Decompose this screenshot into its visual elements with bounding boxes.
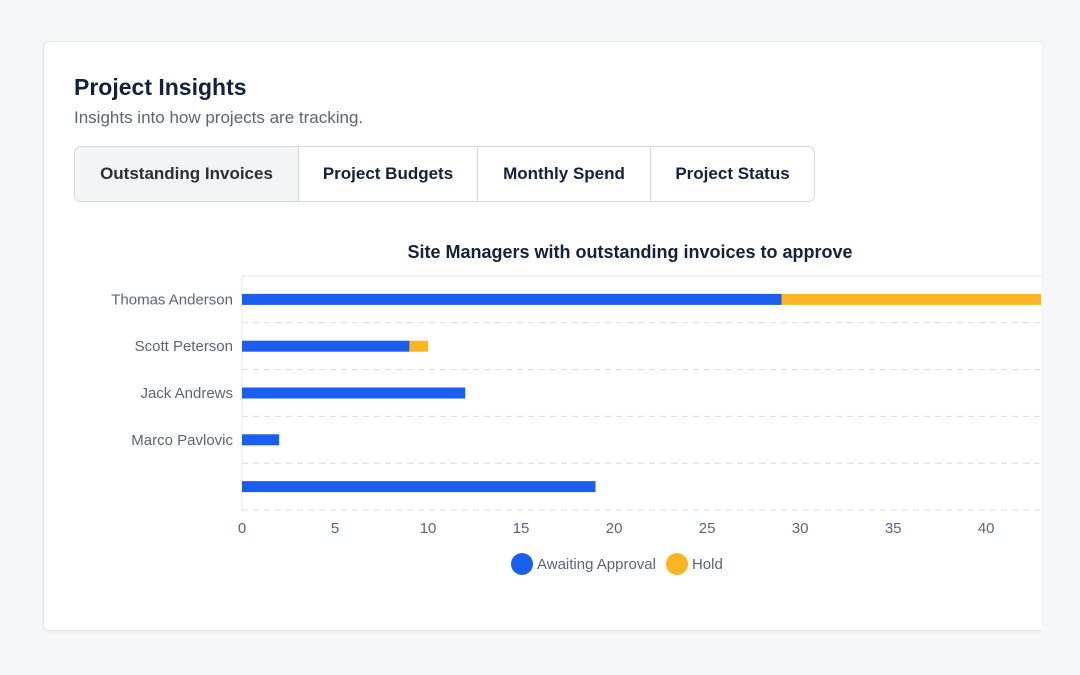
- x-tick-25: 25: [699, 520, 716, 537]
- bar-awaiting-3[interactable]: [242, 434, 280, 446]
- bar-awaiting-4[interactable]: [242, 481, 596, 493]
- chart-x-ticks: 0 5 10 15 20 25 30 35 40: [238, 520, 995, 537]
- bar-awaiting-1[interactable]: [242, 340, 410, 352]
- legend-dot-hold: [665, 553, 688, 575]
- y-label-0: Thomas Anderson: [111, 291, 233, 308]
- chart-grid: [241, 275, 1041, 511]
- x-tick-30: 30: [792, 520, 809, 537]
- viewport: Project Insights Insights into how proje…: [43, 41, 1041, 631]
- bar-hold-1[interactable]: [409, 340, 429, 352]
- tab-project-status[interactable]: Project Status: [675, 164, 790, 183]
- bar-awaiting-0[interactable]: [242, 293, 782, 305]
- page-title: Project Insights: [74, 74, 247, 100]
- chart-title: Site Managers with outstanding invoices …: [407, 242, 852, 262]
- chart-legend: Awaiting Approval Hold: [511, 553, 733, 575]
- chart-y-labels: Thomas Anderson Scott Peterson Jack Andrew…: [111, 291, 233, 448]
- page-subtitle: Insights into how projects are tracking.: [74, 108, 364, 127]
- legend-label-awaiting: Awaiting Approval: [537, 555, 656, 573]
- legend-dot-awaiting: [511, 553, 533, 575]
- insights-card: [43, 41, 1041, 631]
- tab-bar: Outstanding Invoices Project Budgets Mon…: [74, 146, 815, 202]
- x-tick-15: 15: [513, 520, 530, 537]
- tab-monthly-spend[interactable]: Monthly Spend: [478, 147, 651, 201]
- y-label-1: Scott Peterson: [135, 338, 233, 355]
- tab-project-budgets[interactable]: Project Budgets: [299, 147, 478, 201]
- legend-label-hold: Hold: [691, 555, 723, 573]
- x-tick-0: 0: [238, 520, 246, 537]
- legend-hold[interactable]: Hold: [665, 553, 723, 575]
- x-tick-10: 10: [420, 520, 437, 537]
- y-label-3: Marco Pavlovic: [131, 432, 233, 449]
- x-tick-40: 40: [978, 520, 995, 537]
- y-label-2: Jack Andrews: [140, 385, 233, 402]
- x-tick-5: 5: [331, 520, 339, 537]
- x-tick-20: 20: [606, 520, 623, 537]
- bar-awaiting-2[interactable]: [242, 387, 466, 399]
- x-tick-35: 35: [885, 520, 902, 537]
- legend-awaiting-approval[interactable]: Awaiting Approval: [511, 553, 656, 575]
- tab-outstanding-invoices[interactable]: Outstanding Invoices: [75, 147, 299, 201]
- bar-hold-0[interactable]: [781, 293, 1041, 305]
- invoices-bar-chart: Site Managers with outstanding invoices …: [111, 242, 1041, 537]
- chart-bars: [242, 293, 1041, 493]
